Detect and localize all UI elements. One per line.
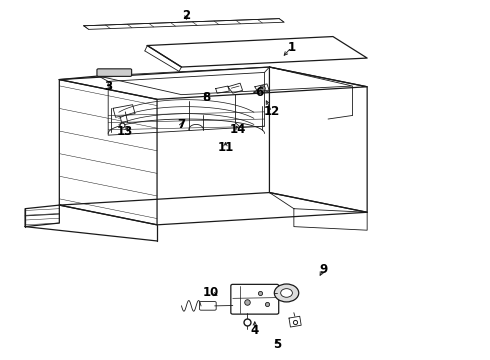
- Circle shape: [274, 284, 299, 302]
- Text: 10: 10: [203, 287, 219, 300]
- Text: 11: 11: [218, 141, 234, 154]
- Text: 12: 12: [264, 105, 280, 118]
- Text: 8: 8: [202, 91, 210, 104]
- Text: 14: 14: [229, 123, 246, 136]
- Text: 7: 7: [177, 118, 186, 131]
- FancyBboxPatch shape: [231, 284, 279, 314]
- Text: 13: 13: [117, 125, 133, 138]
- FancyBboxPatch shape: [97, 69, 132, 76]
- FancyBboxPatch shape: [199, 302, 216, 310]
- Text: 9: 9: [319, 263, 327, 276]
- Text: 5: 5: [272, 338, 281, 351]
- Text: 4: 4: [251, 324, 259, 337]
- Text: 6: 6: [255, 86, 264, 99]
- Text: 1: 1: [287, 41, 295, 54]
- Text: 3: 3: [104, 80, 112, 93]
- Circle shape: [281, 289, 293, 297]
- Text: 2: 2: [182, 9, 191, 22]
